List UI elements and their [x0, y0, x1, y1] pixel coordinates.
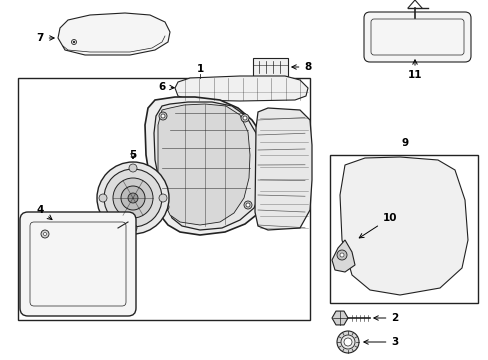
FancyBboxPatch shape: [363, 12, 470, 62]
Circle shape: [336, 250, 346, 260]
Circle shape: [129, 164, 137, 172]
Bar: [18, 78, 309, 320]
Circle shape: [336, 331, 358, 353]
Circle shape: [340, 335, 354, 349]
Polygon shape: [58, 13, 170, 55]
Polygon shape: [339, 157, 467, 295]
Bar: [329, 155, 477, 303]
Circle shape: [97, 162, 169, 234]
Circle shape: [343, 338, 351, 346]
Polygon shape: [331, 311, 347, 325]
FancyBboxPatch shape: [20, 212, 136, 316]
Bar: [252, 58, 287, 76]
Circle shape: [161, 203, 169, 211]
Circle shape: [73, 41, 75, 43]
Circle shape: [243, 116, 246, 120]
Circle shape: [128, 193, 138, 203]
Polygon shape: [331, 240, 354, 272]
Circle shape: [113, 178, 153, 218]
Polygon shape: [175, 76, 307, 101]
Text: 5: 5: [129, 150, 136, 160]
Circle shape: [104, 169, 162, 227]
Circle shape: [163, 205, 167, 209]
Circle shape: [121, 186, 145, 210]
Circle shape: [244, 201, 251, 209]
Circle shape: [241, 114, 248, 122]
Circle shape: [159, 194, 167, 202]
Circle shape: [245, 203, 249, 207]
Circle shape: [41, 230, 49, 238]
Circle shape: [161, 114, 164, 118]
Circle shape: [71, 40, 76, 45]
Text: 11: 11: [407, 70, 421, 80]
Text: 3: 3: [363, 337, 398, 347]
Circle shape: [129, 224, 137, 232]
Text: 10: 10: [359, 213, 396, 238]
Circle shape: [43, 233, 46, 235]
Text: 8: 8: [291, 62, 311, 72]
Text: 2: 2: [373, 313, 398, 323]
Text: 7: 7: [36, 33, 54, 43]
Circle shape: [159, 112, 167, 120]
Polygon shape: [254, 108, 311, 230]
Text: 4: 4: [36, 205, 52, 220]
Polygon shape: [154, 102, 263, 230]
Text: 6: 6: [158, 82, 174, 92]
Polygon shape: [158, 104, 249, 225]
Text: 9: 9: [401, 138, 408, 148]
Circle shape: [99, 194, 107, 202]
Text: 1: 1: [196, 64, 203, 74]
Polygon shape: [145, 97, 269, 235]
Circle shape: [339, 253, 343, 257]
